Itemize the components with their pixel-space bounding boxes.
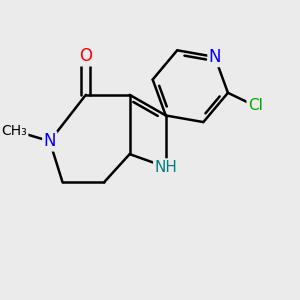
Text: N: N (208, 48, 221, 66)
Text: N: N (44, 132, 56, 150)
Text: NH: NH (154, 160, 177, 175)
Text: O: O (79, 47, 92, 65)
Text: CH₃: CH₃ (2, 124, 27, 138)
Text: Cl: Cl (248, 98, 262, 113)
